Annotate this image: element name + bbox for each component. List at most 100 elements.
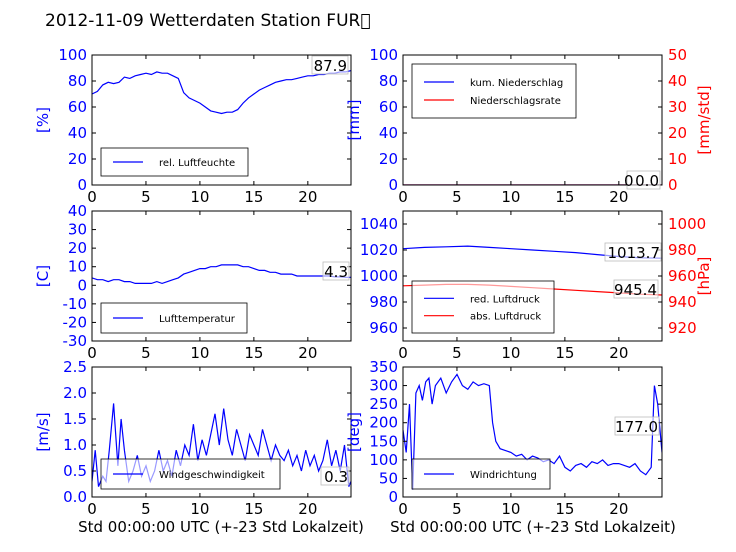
- x-tick-label: 20: [298, 344, 317, 362]
- value-annotation: 177.0: [615, 418, 658, 436]
- x-tick-label: 20: [609, 500, 628, 518]
- y-tick-label: 20: [68, 150, 87, 168]
- y-tick-label-right: 50: [668, 46, 687, 64]
- legend-label: Lufttemperatur: [159, 314, 236, 325]
- x-tick-label: 10: [501, 344, 520, 362]
- y-tick-label: 0: [77, 176, 87, 194]
- x-tick-label: 20: [609, 344, 628, 362]
- plot-frame: [91, 366, 352, 498]
- x-tick-label: 15: [244, 500, 263, 518]
- y-tick-label: 10: [68, 258, 87, 276]
- y-tick-label-right: 10: [668, 150, 687, 168]
- y-axis-label: [deg]: [345, 412, 363, 452]
- x-tick-label: 15: [555, 500, 574, 518]
- y-tick-label: 0: [77, 276, 87, 294]
- value-annotation: 0.0: [635, 172, 659, 190]
- x-tick-label: 0: [87, 500, 97, 518]
- y-tick-label: -10: [63, 295, 88, 313]
- value-annotation: 945.4: [614, 281, 657, 299]
- y-tick-label: 2.5: [63, 358, 87, 376]
- y-axis-label: [%]: [34, 107, 52, 133]
- series-line-humidity-0: [92, 70, 351, 115]
- x-tick-label: 0: [87, 344, 97, 362]
- y-tick-label: 1.5: [63, 410, 87, 428]
- y-tick-label: 1.0: [63, 436, 87, 454]
- y-axis-label: [C]: [34, 265, 52, 287]
- x-tick-label: 15: [244, 188, 263, 206]
- y-tick-label: 20: [379, 150, 398, 168]
- y-tick-label: 60: [68, 98, 87, 116]
- y-axis-label-right: [hPa]: [695, 257, 713, 296]
- x-tick-label: 10: [501, 188, 520, 206]
- value-annotation-box: [311, 55, 349, 75]
- x-tick-label: 15: [244, 344, 263, 362]
- x-tick-label: 15: [555, 188, 574, 206]
- y-axis-label: [mm]: [345, 100, 363, 141]
- plot-frame: [402, 54, 663, 186]
- y-tick-label: 1000: [360, 267, 398, 285]
- x-tick-label: 5: [141, 188, 151, 206]
- y-tick-label-right: 20: [668, 124, 687, 142]
- y-tick-label: 100: [58, 46, 87, 64]
- y-tick-label: 1020: [360, 241, 398, 259]
- legend-label: red. Luftdruck: [470, 294, 540, 305]
- y-tick-label: 350: [369, 358, 398, 376]
- legend-label: Windgeschwindigkeit: [159, 470, 265, 481]
- legend-label: Windrichtung: [470, 470, 537, 481]
- x-tick-label: 0: [398, 188, 408, 206]
- figure-title: 2012-11-09 Wetterdaten Station FUR : [45, 11, 371, 31]
- panel-wind-speed: 0 5 10 15 20 0.0 0.5 1.0 1.5 2.0 2.5 [m/s] 0.3 Windge…: [34, 358, 352, 518]
- y-tick-label: 30: [68, 221, 87, 239]
- y-tick-label-right: 960: [668, 267, 697, 285]
- x-tick-label: 20: [298, 500, 317, 518]
- series-line-temperature-0: [92, 264, 351, 285]
- legend-box: [411, 280, 555, 334]
- y-tick-label: 20: [68, 239, 87, 257]
- x-tick-label: 20: [609, 188, 628, 206]
- y-axis-label: [m/s]: [34, 412, 52, 451]
- y-tick-label: 60: [379, 98, 398, 116]
- series-line-wind-direction-0: [403, 373, 662, 490]
- y-tick-label: 0: [388, 176, 398, 194]
- y-tick-label: 80: [379, 72, 398, 90]
- value-annotation-box: [604, 242, 662, 262]
- value-annotation-box: [320, 466, 350, 486]
- value-annotation-box: [626, 170, 661, 190]
- value-annotation-box: [613, 279, 659, 299]
- x-tick-label: 0: [398, 500, 408, 518]
- y-tick-label: 200: [369, 414, 398, 432]
- y-tick-label: 50: [379, 469, 398, 487]
- legend-label: Niederschlagsrate: [470, 96, 561, 107]
- x-tick-label: 10: [190, 188, 209, 206]
- legend-label: kum. Niederschlag: [470, 78, 563, 89]
- value-annotation: 87.9: [314, 57, 347, 75]
- y-tick-label: 150: [369, 432, 398, 450]
- x-tick-label: 20: [298, 188, 317, 206]
- x-tick-label: 5: [141, 344, 151, 362]
- y-tick-label: -30: [63, 332, 88, 350]
- value-annotation-box: [614, 416, 660, 436]
- y-tick-label-right: 1000: [668, 215, 706, 233]
- x-tick-label: 15: [555, 344, 574, 362]
- x-tick-label: 5: [452, 500, 462, 518]
- y-tick-label: 100: [369, 46, 398, 64]
- y-tick-label-right: 940: [668, 293, 697, 311]
- y-tick-label: 40: [68, 124, 87, 142]
- x-axis-label-right: Std 00:00:00 UTC (+-23 Std Lokalzeit): [390, 518, 676, 536]
- y-tick-label: 980: [369, 293, 398, 311]
- y-tick-label: 0.0: [63, 488, 87, 506]
- y-tick-label: -20: [63, 313, 88, 331]
- y-tick-label-right: 0: [668, 176, 678, 194]
- plot-frame: [91, 210, 352, 342]
- y-tick-label: 960: [369, 319, 398, 337]
- plot-frame: [91, 54, 352, 186]
- x-axis-label-left: Std 00:00:00 UTC (+-23 Std Lokalzeit): [78, 518, 364, 536]
- x-tick-label: 0: [87, 188, 97, 206]
- x-tick-label: 10: [501, 500, 520, 518]
- legend-label: rel. Luftfeuchte: [159, 158, 235, 169]
- y-tick-label: 40: [68, 202, 87, 220]
